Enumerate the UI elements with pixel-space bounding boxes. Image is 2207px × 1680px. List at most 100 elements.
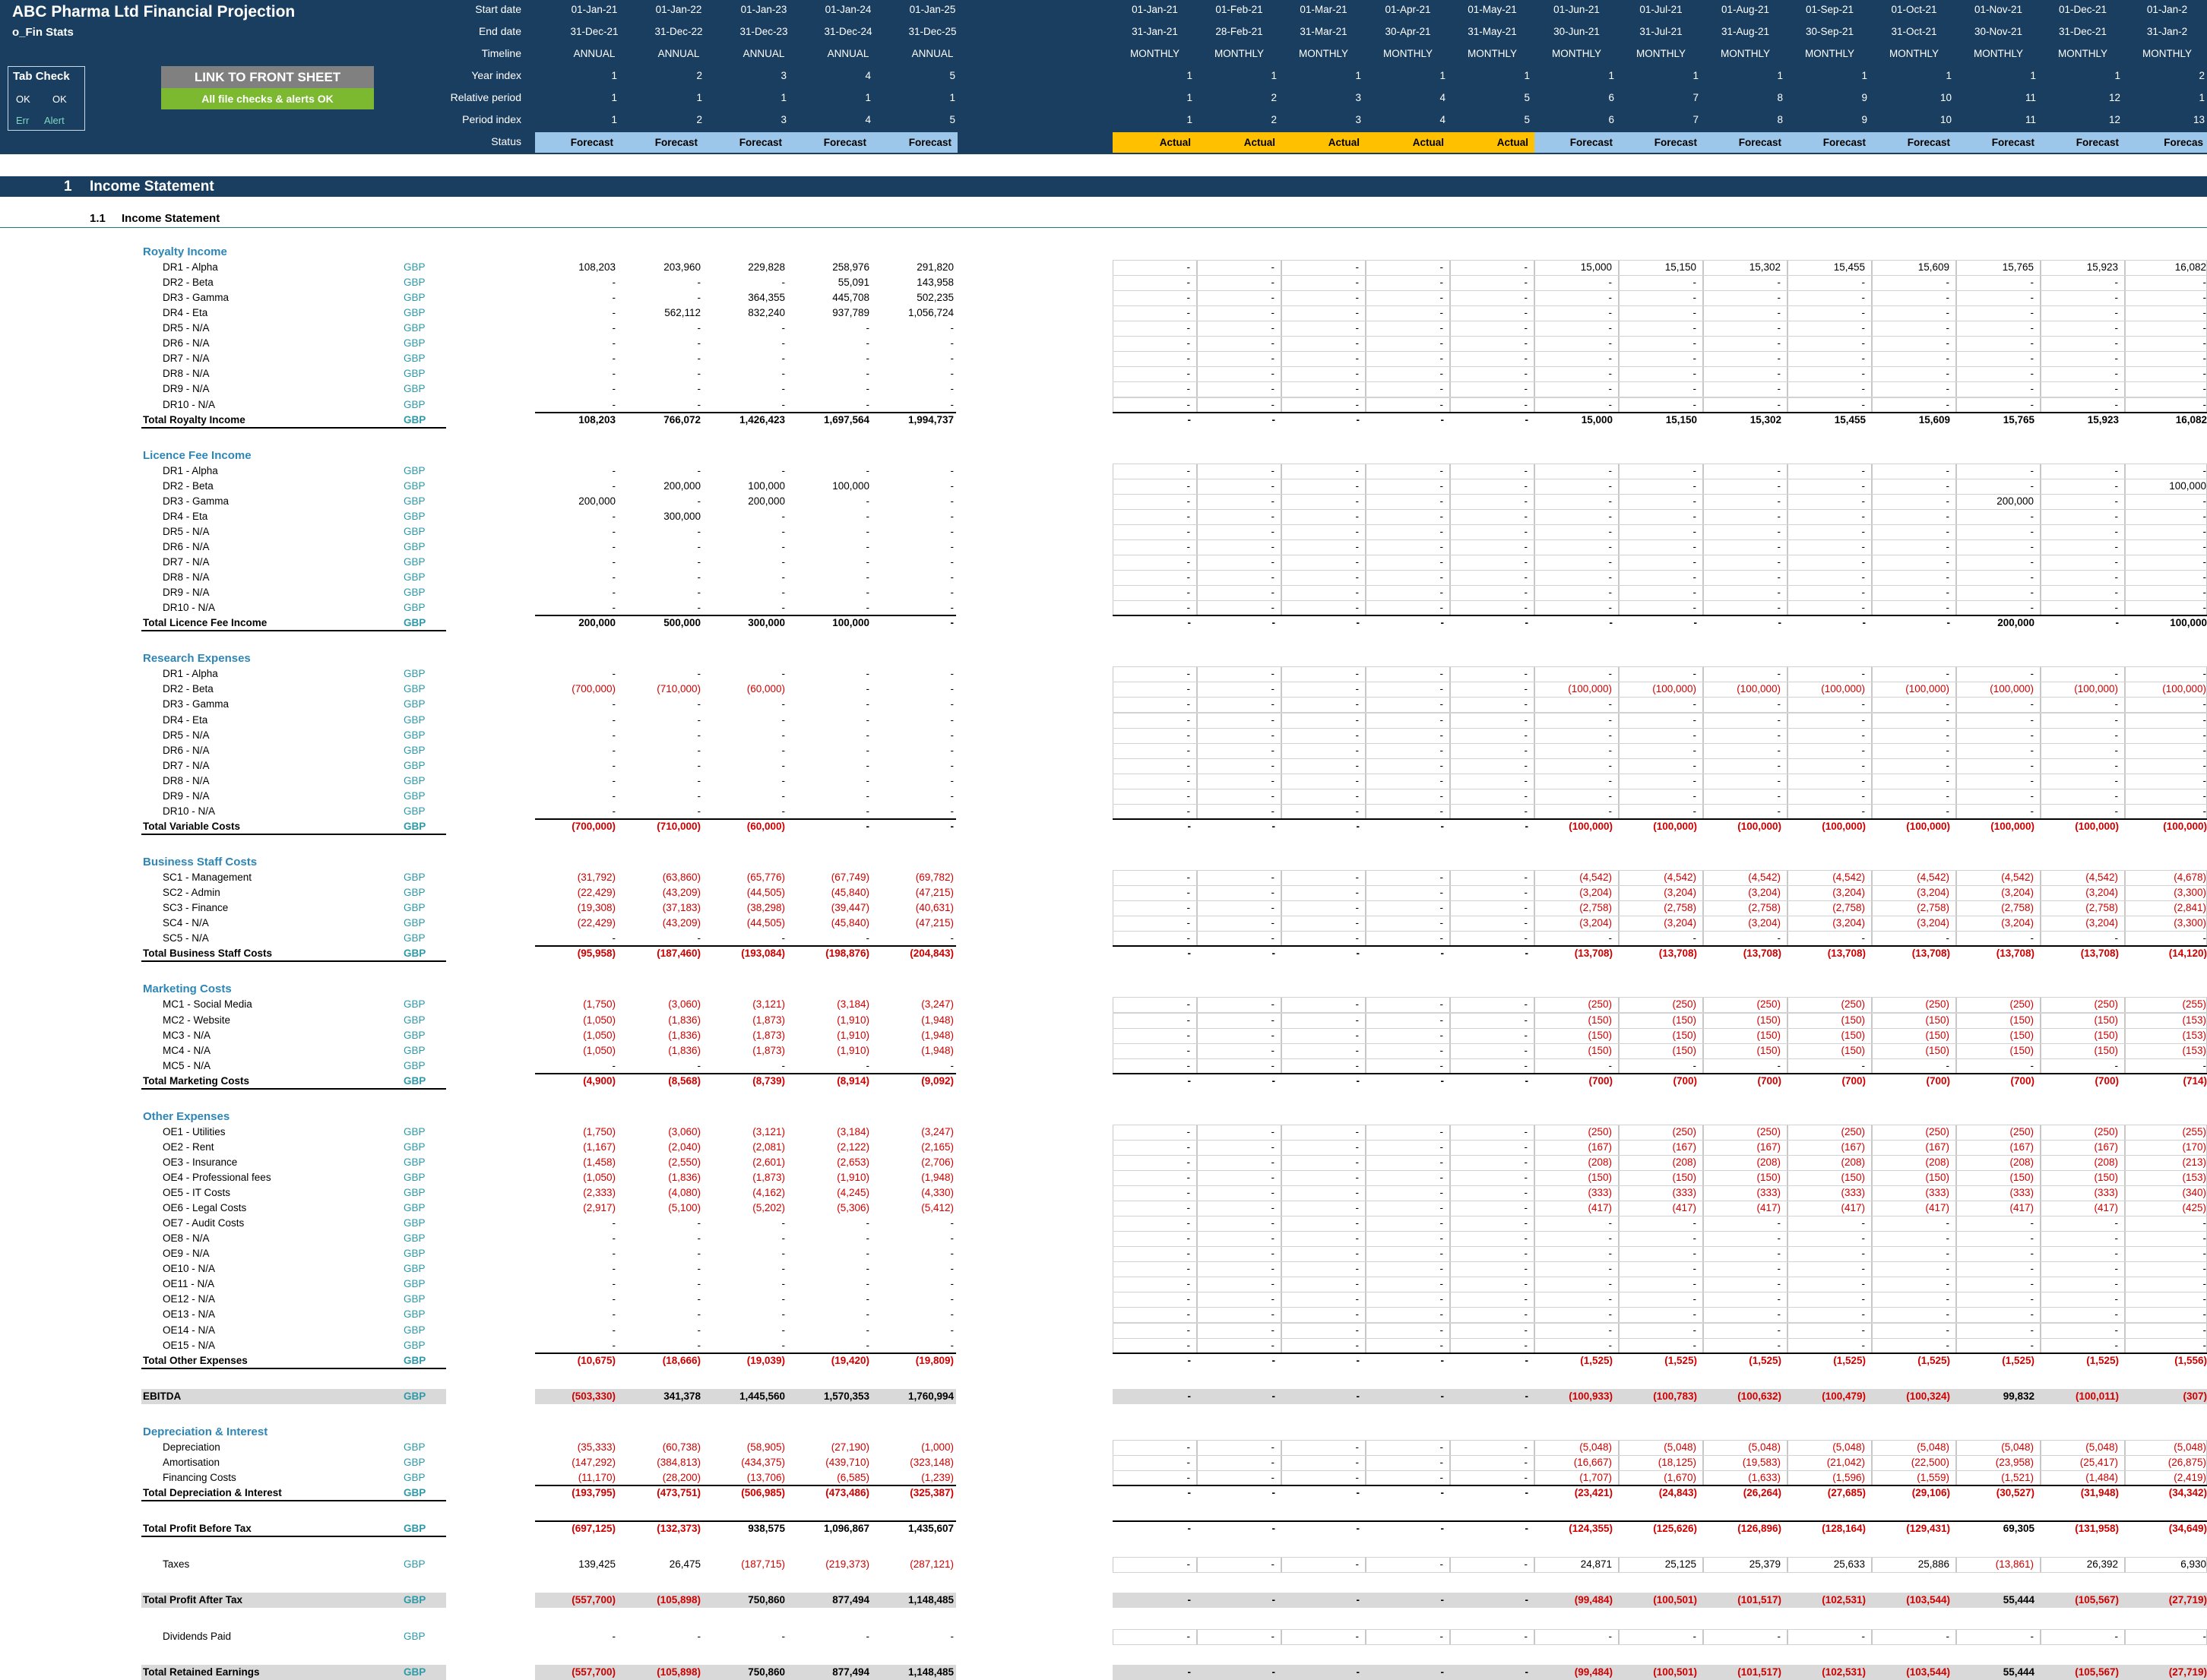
monthly-period-cell: 2: [1271, 114, 1277, 125]
annual-value: -: [781, 1308, 786, 1321]
monthly-value: -: [1956, 1307, 2041, 1323]
annual-year-cell: 3: [781, 70, 787, 81]
monthly-value: -: [2125, 1322, 2207, 1338]
monthly-value: (4,542): [2041, 870, 2125, 886]
annual-value: -: [866, 587, 870, 599]
row-label: OE4 - Professional fees: [163, 1172, 271, 1184]
table-row: Dividends Paid GBP - - - - - - - - - - - - - - - - - -: [0, 1628, 2207, 1645]
row-gridline: [1113, 1261, 2207, 1263]
monthly-value: -: [1956, 600, 2041, 616]
table-row: Total Profit After Tax GBP (557,700) (105,8…: [0, 1593, 2207, 1609]
link-to-front-sheet-button[interactable]: LINK TO FRONT SHEET: [161, 66, 374, 88]
table-row: Financing Costs GBP (11,170) (28,200) (13,70…: [0, 1470, 2207, 1487]
monthly-value: -: [1703, 1261, 1787, 1277]
monthly-value: -: [1703, 1216, 1787, 1232]
monthly-value: -: [1113, 1124, 1197, 1140]
monthly-value: -: [1619, 666, 1703, 682]
monthly-value: -: [1271, 948, 1276, 960]
monthly-value: -: [1197, 1292, 1281, 1308]
monthly-value: -: [1619, 524, 1703, 539]
monthly-value: -: [1619, 1216, 1703, 1232]
monthly-value: -: [1450, 1337, 1534, 1353]
row-label: MC4 - N/A: [163, 1044, 211, 1056]
monthly-value: -: [1787, 366, 1872, 382]
monthly-value: -: [1872, 463, 1956, 479]
annual-value: -: [950, 668, 955, 680]
table-row: DR5 - N/A GBP - - - - - - - - - - - - - - - - - -: [0, 524, 2207, 540]
total-line: [141, 426, 446, 429]
annual-value: 55,091: [838, 277, 869, 289]
monthly-value: (307): [2183, 1390, 2207, 1402]
row-label: Total Business Staff Costs: [143, 948, 273, 960]
annual-value: -: [612, 1308, 616, 1321]
row-gridline: [1113, 570, 2207, 571]
monthly-value: -: [1450, 260, 1534, 276]
unit-label: GBP: [404, 1339, 426, 1351]
annual-value: -: [697, 383, 701, 395]
unit-label: GBP: [404, 1308, 426, 1321]
monthly-value: (150): [2041, 1027, 2125, 1043]
monthly-value: -: [1197, 1216, 1281, 1232]
monthly-value: -: [1187, 1666, 1192, 1678]
monthly-value: (417): [2041, 1201, 2125, 1216]
annual-value: (8,568): [668, 1074, 701, 1087]
monthly-value: -: [1619, 1307, 1703, 1323]
monthly-value: -: [1872, 493, 1956, 509]
monthly-value: -: [2041, 585, 2125, 601]
monthly-end-cell: 31-Oct-21: [1891, 26, 1937, 37]
monthly-value: -: [1450, 600, 1534, 616]
monthly-value: (167): [1534, 1139, 1619, 1155]
monthly-year-cell: 1: [2114, 70, 2120, 81]
row-label: DR2 - Beta: [163, 277, 214, 289]
monthly-value: -: [1525, 948, 1529, 960]
table-row: Total Licence Fee Income GBP 200,000 500,00…: [0, 615, 2207, 632]
monthly-value: 15,000: [1581, 413, 1613, 426]
monthly-value: -: [1450, 555, 1534, 571]
status-cell: Forecast: [535, 132, 619, 153]
table-row: Other Expenses: [0, 1109, 2207, 1125]
monthly-value: -: [1619, 478, 1703, 494]
annual-value: (105,898): [657, 1594, 701, 1606]
monthly-value: -: [1113, 1277, 1197, 1292]
table-row: DR3 - Gamma GBP 200,000-200,000- - - - - - - - - - -…: [0, 493, 2207, 510]
monthly-value: -: [1366, 727, 1450, 743]
table-row: Total Depreciation & Interest GBP (193,795…: [0, 1485, 2207, 1502]
monthly-value: 16,082: [2175, 413, 2207, 426]
row-gridline: [1113, 931, 2207, 932]
monthly-value: -: [1113, 1170, 1197, 1186]
annual-value: -: [612, 1263, 616, 1275]
monthly-value: -: [2125, 1246, 2207, 1262]
status-cell: Forecast: [1787, 132, 1872, 153]
monthly-value: -: [1187, 948, 1192, 960]
table-row: DR8 - N/A GBP - - - - - - - - - - - - - - - - - -: [0, 570, 2207, 587]
monthly-value: (700): [1841, 1074, 1866, 1087]
monthly-year-cell: 1: [1946, 70, 1952, 81]
monthly-value: -: [1956, 351, 2041, 367]
monthly-value: -: [1366, 290, 1450, 306]
monthly-value: -: [2041, 305, 2125, 321]
annual-value: -: [866, 805, 870, 817]
monthly-value: -: [1534, 305, 1619, 321]
monthly-value: (250): [1956, 1124, 2041, 1140]
annual-value: -: [612, 479, 616, 492]
monthly-value: -: [1872, 1277, 1956, 1292]
monthly-value: -: [1366, 1322, 1450, 1338]
monthly-value: -: [1956, 727, 2041, 743]
annual-value: -: [866, 932, 870, 944]
monthly-value: -: [1366, 1246, 1450, 1262]
monthly-value: -: [2125, 336, 2207, 352]
annual-value: -: [697, 1217, 701, 1229]
monthly-value: (3,204): [1703, 916, 1787, 932]
monthly-start-cell: 01-Jul-21: [1639, 4, 1683, 15]
annual-value: -: [697, 744, 701, 756]
unit-label: GBP: [404, 1074, 426, 1087]
monthly-value: -: [1703, 290, 1787, 306]
annual-value: -: [866, 571, 870, 584]
monthly-value: -: [1281, 697, 1366, 713]
monthly-value: -: [2041, 478, 2125, 494]
table-row: DR1 - Alpha GBP - - - - - - - - - - - - - - - - - -: [0, 463, 2207, 479]
monthly-value: (13,708): [1574, 948, 1613, 960]
monthly-value: -: [1366, 1292, 1450, 1308]
monthly-value: -: [1356, 1487, 1360, 1499]
monthly-value: -: [2125, 351, 2207, 367]
